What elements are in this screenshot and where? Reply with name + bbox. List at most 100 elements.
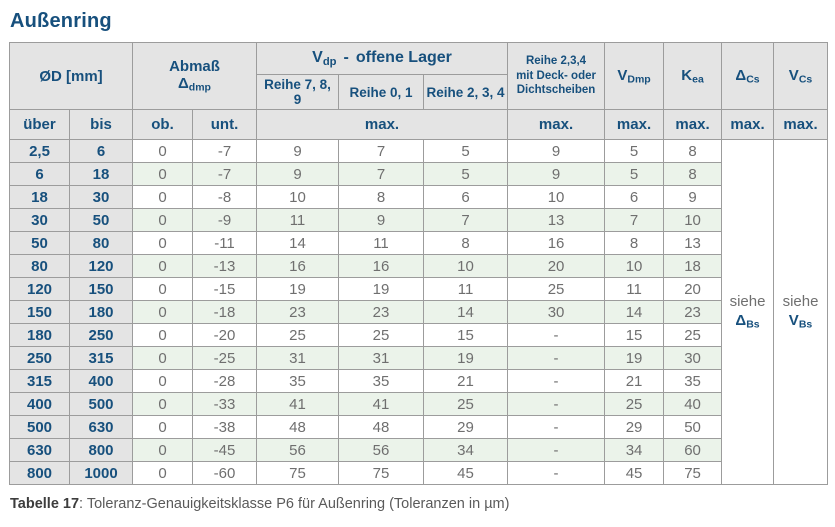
value-cell: - (507, 438, 606, 462)
table-caption: Tabelle 17: Toleranz-Genauigkeitsklasse … (10, 496, 827, 512)
value-cell: 14 (256, 231, 339, 255)
value-cell: 0 (132, 323, 193, 347)
value-cell: 29 (604, 415, 665, 439)
table-body: 2,5 6 0 -7 9 7 5 9 5 8 siehe ΔBs siehe VBs 6 18 0 -7 9 7 5 9 5… (9, 139, 829, 485)
value-cell: 11 (422, 277, 509, 301)
header-reihe-234: Reihe 2, 3, 4 (422, 74, 509, 110)
range-cell: 50 (69, 208, 133, 232)
value-cell: -13 (192, 254, 257, 278)
header-unt: unt. (192, 109, 257, 140)
tolerance-table: ØD [mm] Abmaß Δdmp Vdp - offene Lager Reih… (9, 42, 829, 485)
value-cell: 35 (663, 369, 723, 393)
value-cell: 50 (663, 415, 723, 439)
range-cell: 2,5 (9, 139, 70, 163)
value-cell: 56 (256, 438, 339, 462)
range-cell: 120 (9, 277, 70, 301)
range-cell: 6 (9, 162, 70, 186)
table-row: 500 630 0 -38 48 48 29-29 50 (9, 415, 828, 439)
caption-label: Tabelle 17 (10, 496, 80, 512)
value-cell: - (507, 346, 606, 370)
value-cell: 10 (256, 185, 339, 209)
value-cell: 10 (663, 208, 723, 232)
value-cell: 9 (507, 162, 606, 186)
value-cell: 8 (604, 231, 665, 255)
siehe-dcs-cell: siehe ΔBs (721, 139, 775, 485)
value-cell: 34 (604, 438, 665, 462)
value-cell: 16 (338, 254, 424, 278)
value-cell: 5 (604, 139, 665, 163)
value-cell: 23 (338, 300, 424, 324)
range-cell: 50 (9, 231, 70, 255)
range-cell: 630 (9, 438, 70, 462)
value-cell: - (507, 392, 606, 416)
value-cell: 0 (132, 415, 193, 439)
value-cell: 8 (663, 139, 723, 163)
range-cell: 18 (69, 162, 133, 186)
value-cell: -60 (192, 461, 257, 485)
value-cell: - (507, 323, 606, 347)
value-cell: 14 (604, 300, 665, 324)
header-vcs: VCs (773, 42, 829, 110)
value-cell: 25 (663, 323, 723, 347)
value-cell: 41 (338, 392, 424, 416)
range-cell: 800 (69, 438, 133, 462)
value-cell: 56 (338, 438, 424, 462)
value-cell: 19 (422, 346, 509, 370)
header-dcs: ΔCs (721, 42, 775, 110)
value-cell: 16 (256, 254, 339, 278)
value-cell: 10 (422, 254, 509, 278)
header-vdp-group: Vdp - offene Lager (255, 42, 509, 75)
value-cell: 41 (256, 392, 339, 416)
value-cell: 40 (663, 392, 723, 416)
range-cell: 180 (69, 300, 133, 324)
value-cell: 8 (422, 231, 509, 255)
value-cell: 19 (604, 346, 665, 370)
range-cell: 18 (9, 185, 70, 209)
value-cell: - (507, 415, 606, 439)
value-cell: 9 (256, 162, 339, 186)
table-row: 180 250 0 -20 25 25 15-15 25 (9, 323, 828, 347)
value-cell: 5 (422, 162, 509, 186)
value-cell: 11 (604, 277, 665, 301)
range-cell: 150 (9, 300, 70, 324)
value-cell: - (507, 369, 606, 393)
range-cell: 315 (69, 346, 133, 370)
table-row: 50 80 0 -11 14 11 8 16 8 13 (9, 231, 828, 255)
value-cell: 10 (507, 185, 606, 209)
range-cell: 6 (69, 139, 133, 163)
value-cell: 0 (132, 231, 193, 255)
value-cell: 10 (604, 254, 665, 278)
value-cell: 9 (507, 139, 606, 163)
value-cell: -15 (192, 277, 257, 301)
value-cell: 75 (338, 461, 424, 485)
header-deck: Reihe 2,3,4 mit Deck- oder Dichtscheiben (507, 42, 606, 110)
value-cell: 23 (256, 300, 339, 324)
value-cell: 25 (256, 323, 339, 347)
value-cell: 6 (422, 185, 509, 209)
value-cell: 8 (338, 185, 424, 209)
value-cell: 25 (338, 323, 424, 347)
table-row: 150 180 0 -18 23 23 14 30 14 23 (9, 300, 828, 324)
table-row: 30 50 0 -9 11 9 7 13 7 10 (9, 208, 828, 232)
header-max-deck: max. (507, 109, 606, 140)
value-cell: 30 (663, 346, 723, 370)
value-cell: 0 (132, 139, 193, 163)
value-cell: 5 (604, 162, 665, 186)
value-cell: 45 (422, 461, 509, 485)
value-cell: 7 (338, 162, 424, 186)
value-cell: -20 (192, 323, 257, 347)
value-cell: -45 (192, 438, 257, 462)
caption-text: : Toleranz-Genauigkeitsklasse P6 für Auß… (79, 496, 510, 512)
value-cell: -7 (192, 139, 257, 163)
value-cell: 48 (338, 415, 424, 439)
value-cell: -8 (192, 185, 257, 209)
value-cell: 15 (422, 323, 509, 347)
value-cell: -25 (192, 346, 257, 370)
value-cell: 23 (663, 300, 723, 324)
value-cell: 15 (604, 323, 665, 347)
header-reihe-789: Reihe 7, 8, 9 (256, 74, 339, 110)
table-row: 2,5 6 0 -7 9 7 5 9 5 8 siehe ΔBs siehe VBs (9, 139, 829, 485)
range-cell: 800 (9, 461, 70, 485)
value-cell: 34 (422, 438, 509, 462)
value-cell: 21 (604, 369, 665, 393)
